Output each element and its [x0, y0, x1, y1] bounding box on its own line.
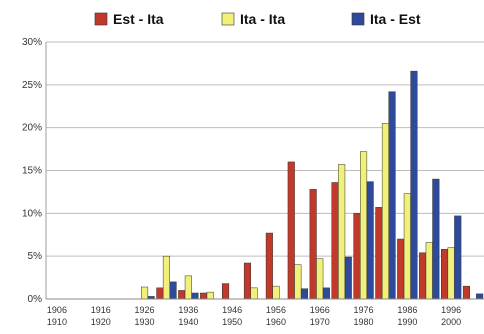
x-tick-label: 1980	[354, 317, 374, 327]
legend-swatch	[351, 12, 365, 26]
legend: Est - Ita Ita - Ita Ita - Est	[94, 11, 421, 27]
bars	[141, 70, 484, 300]
bar-est-ita-5	[156, 287, 164, 300]
bar-est-ita-12	[309, 189, 317, 300]
bar-est-ita-7	[200, 292, 208, 300]
x-tick-label: 1926	[135, 305, 155, 315]
x-tick-label: 1986	[397, 305, 417, 315]
x-tick-label: 1990	[397, 317, 417, 327]
y-tick-label: 20%	[22, 123, 42, 134]
x-axis: 1906 1910 1916 1920 1926 1930 1936 1940 1946 1950…	[46, 298, 484, 327]
x-tick-label: 1916	[91, 305, 111, 315]
x-tick-label: 1950	[222, 317, 242, 327]
x-tick-label: 1936	[178, 305, 198, 315]
legend-label: Est - Ita	[113, 11, 164, 27]
x-tick-label: 1930	[135, 317, 155, 327]
x-tick-label: 1976	[354, 305, 374, 315]
bar-ita-ita-18	[447, 247, 455, 300]
x-tick-label: 1996	[441, 305, 461, 315]
bar-est-ita-11	[287, 161, 295, 300]
bar-ita-ita-6	[184, 275, 192, 300]
x-tick-label: 1960	[266, 317, 286, 327]
bar-ita-ita-14	[360, 151, 368, 300]
bar-est-ita-10	[265, 232, 273, 300]
x-tick-label: 1940	[178, 317, 198, 327]
bar-ita-ita-5	[162, 255, 170, 300]
x-tick-label: 1906	[47, 305, 67, 315]
bar-ita-ita-17	[425, 242, 433, 300]
bar-ita-est-15	[388, 91, 396, 300]
x-tick-label: 1970	[310, 317, 330, 327]
legend-swatch	[94, 12, 108, 26]
x-tick-label: 1920	[91, 317, 111, 327]
y-tick-label: 0%	[28, 294, 43, 305]
y-tick-label: 30%	[22, 37, 42, 48]
bar-ita-est-13	[344, 256, 352, 300]
bar-est-ita-15	[375, 207, 383, 300]
x-tick-label: 1910	[47, 317, 67, 327]
y-tick-label: 5%	[28, 251, 43, 262]
x-tick-label: 1966	[310, 305, 330, 315]
legend-label: Ita - Ita	[240, 11, 285, 27]
x-tick-label: 1956	[266, 305, 286, 315]
bar-est-ita-16	[397, 238, 405, 300]
y-tick-label: 10%	[22, 208, 42, 219]
bar-ita-ita-9	[250, 287, 258, 300]
bar-ita-ita-4	[141, 286, 149, 300]
bar-ita-est-14	[366, 181, 374, 300]
y-tick-label: 25%	[22, 80, 42, 91]
legend-label: Ita - Est	[370, 11, 421, 27]
bar-ita-ita-15	[381, 123, 389, 300]
bar-ita-ita-16	[403, 193, 411, 300]
bar-ita-est-16	[410, 70, 418, 300]
bar-ita-ita-12	[316, 258, 324, 300]
bar-est-ita-14	[353, 213, 361, 300]
bar-ita-est-17	[432, 178, 440, 300]
bar-est-ita-19	[462, 285, 470, 300]
bar-ita-est-11	[300, 288, 308, 300]
legend-swatch	[221, 12, 235, 26]
x-tick-label: 1946	[222, 305, 242, 315]
bar-est-ita-17	[419, 252, 427, 300]
gridlines	[46, 41, 484, 300]
bar-ita-est-19	[476, 293, 484, 300]
bar-ita-est-12	[322, 287, 330, 300]
bar-est-ita-8	[222, 283, 230, 300]
bar-ita-ita-7	[206, 291, 214, 300]
bar-ita-est-6	[191, 292, 199, 300]
x-tick-label: 2000	[441, 317, 461, 327]
bar-ita-est-18	[454, 215, 462, 300]
y-axis: 0% 5% 10% 15% 20% 25% 30%	[22, 37, 47, 305]
bar-ita-ita-11	[294, 264, 302, 300]
bar-ita-ita-13	[338, 164, 346, 300]
bar-est-ita-13	[331, 182, 339, 300]
bar-ita-est-5	[169, 281, 177, 300]
y-tick-label: 15%	[22, 166, 42, 177]
bar-est-ita-6	[178, 290, 186, 300]
bar-est-ita-9	[243, 262, 251, 300]
bar-est-ita-18	[441, 249, 449, 300]
bar-ita-ita-10	[272, 285, 280, 300]
